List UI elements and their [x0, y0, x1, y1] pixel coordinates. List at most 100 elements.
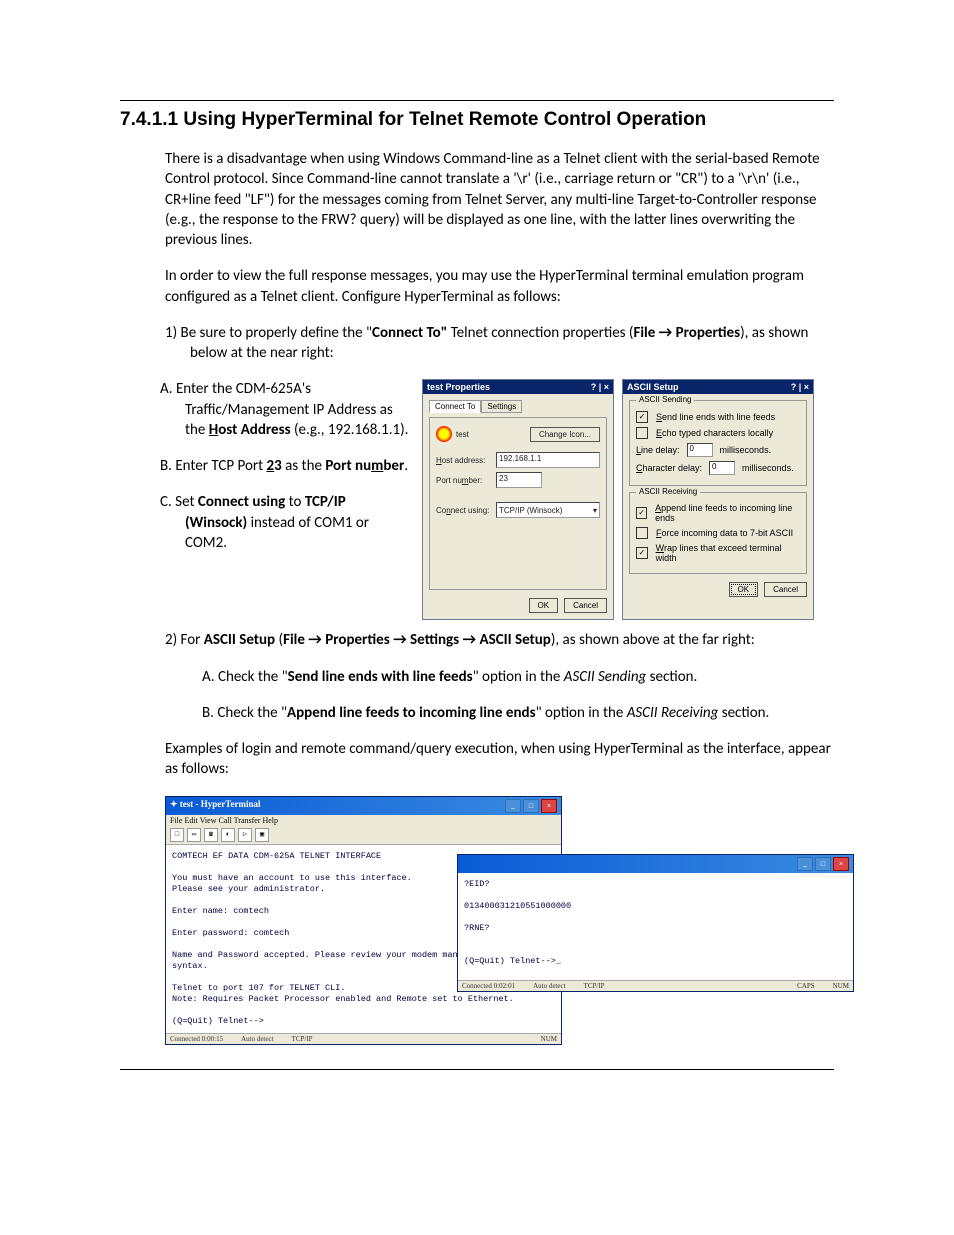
term1-line9: (Q=Quit) Telnet--> — [172, 1016, 555, 1027]
li2b-ital: ASCII Receiving — [627, 704, 719, 722]
dialog1-cancel-button[interactable]: Cancel — [564, 598, 607, 613]
force-7bit-label: Force incoming data to 7-bit ASCII — [656, 528, 793, 538]
section-heading: 7.4.1.1 Using HyperTerminal for Telnet R… — [120, 109, 834, 131]
paragraph-2: In order to view the full response messa… — [120, 266, 834, 307]
change-icon-button[interactable]: Change Icon... — [530, 427, 600, 442]
connect-using-label: Connect using: — [436, 506, 492, 515]
minimize-icon-2[interactable]: _ — [797, 857, 813, 871]
term1-statusbar: Connected 0:00:15 Auto detect TCP/IP NUM — [166, 1033, 561, 1044]
term2-output: ?EID? 013400031210551000000 ?RNE? (Q=Qui… — [458, 873, 853, 980]
host-address-input[interactable]: 192.168.1.1 — [496, 452, 600, 468]
paragraph-1: There is a disadvantage when using Windo… — [120, 149, 834, 250]
li2a-text-c: section. — [646, 668, 697, 686]
wrap-lines-checkbox[interactable] — [636, 547, 648, 559]
bottom-rule — [120, 1069, 834, 1070]
term1-status-auto: Auto detect — [241, 1035, 273, 1043]
dialog2-titlebar: ASCII Setup ? | × — [623, 380, 813, 394]
line-delay-label: Line delay: — [636, 445, 680, 455]
close-icon-2[interactable]: × — [833, 857, 849, 871]
connect-using-value: TCP/IP (Winsock) — [499, 506, 562, 515]
term1-toolbar: □ ▭ ☎ ◐ ▷ ▣ — [166, 826, 561, 845]
test-properties-dialog: test Properties ? | × Connect To Setting… — [422, 379, 614, 620]
lib-text-a: B. Enter TCP Port — [160, 457, 267, 475]
term1-status-conn: Connected 0:00:15 — [170, 1035, 223, 1043]
chevron-down-icon: ▾ — [593, 506, 597, 515]
li2b-text-b: " option in the — [536, 704, 627, 722]
ascii-setup-dialog: ASCII Setup ? | × ASCII Sending Send lin… — [622, 379, 814, 620]
li2a-text-b: " option in the — [473, 668, 564, 686]
dialog2-cancel-button[interactable]: Cancel — [764, 582, 807, 597]
close-icon[interactable]: × — [541, 799, 557, 813]
host-address-label: Host address: — [436, 456, 492, 465]
ascii-sending-legend: ASCII Sending — [636, 395, 694, 404]
send-line-ends-checkbox[interactable] — [636, 411, 648, 423]
force-7bit-checkbox[interactable] — [636, 527, 648, 539]
term2-status-caps: CAPS — [797, 982, 815, 990]
li2-text-b: ( — [275, 631, 283, 649]
li2b-text-c: section. — [718, 704, 769, 722]
call-icon[interactable]: ☎ — [204, 828, 218, 842]
term1-status-num: NUM — [541, 1035, 557, 1043]
term2-status-num: NUM — [833, 982, 849, 990]
dialog1-help-close-icon[interactable]: ? | × — [591, 382, 609, 392]
new-file-icon[interactable]: □ — [170, 828, 184, 842]
paragraph-3: Examples of login and remote command/que… — [120, 739, 834, 780]
term2-status-conn: Connected 0:02:01 — [462, 982, 515, 990]
append-line-feeds-checkbox[interactable] — [636, 507, 647, 519]
port-number-input[interactable]: 23 — [496, 472, 542, 488]
lic-text-b: to — [285, 493, 305, 511]
maximize-icon[interactable]: □ — [523, 799, 539, 813]
term2-title — [462, 857, 464, 871]
minimize-icon[interactable]: _ — [505, 799, 521, 813]
props-icon[interactable]: ▣ — [255, 828, 269, 842]
term2-line9: (Q=Quit) Telnet-->_ — [464, 956, 847, 967]
send-icon[interactable]: ▷ — [238, 828, 252, 842]
term2-status-auto: Auto detect — [533, 982, 565, 990]
dialog1-icon-label: test — [456, 430, 469, 439]
char-delay-input[interactable]: 0 — [709, 461, 735, 475]
li1-bold-1: Connect To" — [372, 324, 447, 342]
port-number-label: Port number: — [436, 476, 492, 485]
ascii-sending-group: ASCII Sending Send line ends with line f… — [629, 400, 807, 486]
line-delay-unit: milliseconds. — [720, 445, 772, 455]
connect-using-dropdown[interactable]: TCP/IP (Winsock) ▾ — [496, 502, 600, 518]
dialog1-ok-button[interactable]: OK — [529, 598, 559, 613]
tab-connect-to[interactable]: Connect To — [429, 400, 481, 413]
dialog2-help-close-icon[interactable]: ? | × — [791, 382, 809, 392]
top-rule — [120, 100, 834, 101]
list-item-2: 2) For ASCII Setup (File → Properties → … — [120, 630, 834, 650]
wrap-lines-label: Wrap lines that exceed terminal width — [656, 543, 800, 563]
dialog1-title-text: test Properties — [427, 382, 490, 392]
list-item-1: 1) Be sure to properly define the "Conne… — [120, 323, 834, 364]
dialog2-ok-button[interactable]: OK — [729, 582, 759, 597]
lic-bold-1: Connect using — [198, 493, 285, 511]
echo-typed-checkbox[interactable] — [636, 427, 648, 439]
append-line-feeds-label: Append line feeds to incoming line ends — [655, 503, 800, 523]
li2-bold-2: File → Properties → Settings → ASCII Set… — [283, 631, 551, 649]
li1-text-b: Telnet connection properties ( — [447, 324, 633, 342]
li1-bold-2: File → Properties — [633, 324, 740, 342]
list-item-1a: A. Enter the CDM-625A's Traffic/Manageme… — [120, 379, 410, 440]
line-delay-input[interactable]: 0 — [687, 443, 713, 457]
dialog1-tabs: Connect To Settings — [429, 400, 607, 413]
char-delay-label: Character delay: — [636, 463, 702, 473]
term-app-icon: ✦ — [170, 799, 178, 809]
li2a-text-a: A. Check the " — [202, 668, 288, 686]
term2-line3: ?RNE? — [464, 923, 847, 934]
disconnect-icon[interactable]: ◐ — [221, 828, 235, 842]
char-delay-unit: milliseconds. — [742, 463, 794, 473]
open-icon[interactable]: ▭ — [187, 828, 201, 842]
term1-status-proto: TCP/IP — [292, 1035, 313, 1043]
list-item-1c: C. Set Connect using to TCP/IP (Winsock)… — [120, 492, 410, 553]
term1-menubar[interactable]: File Edit View Call Transfer Help — [166, 815, 561, 826]
hyperterminal-window-2: _ □ × ?EID? 013400031210551000000 ?RNE? … — [457, 854, 854, 992]
li2-bold-1: ASCII Setup — [204, 631, 275, 649]
tab-settings[interactable]: Settings — [481, 400, 522, 413]
echo-typed-label: Echo typed characters locally — [656, 428, 773, 438]
lib-text-c: . — [404, 457, 408, 475]
connection-icon — [436, 426, 452, 442]
maximize-icon-2[interactable]: □ — [815, 857, 831, 871]
lic-text-a: C. Set — [160, 493, 198, 511]
li2-text-c: ), as shown above at the far right: — [551, 631, 755, 649]
lia-text-b: (e.g., 192.168.1.1). — [291, 421, 409, 439]
